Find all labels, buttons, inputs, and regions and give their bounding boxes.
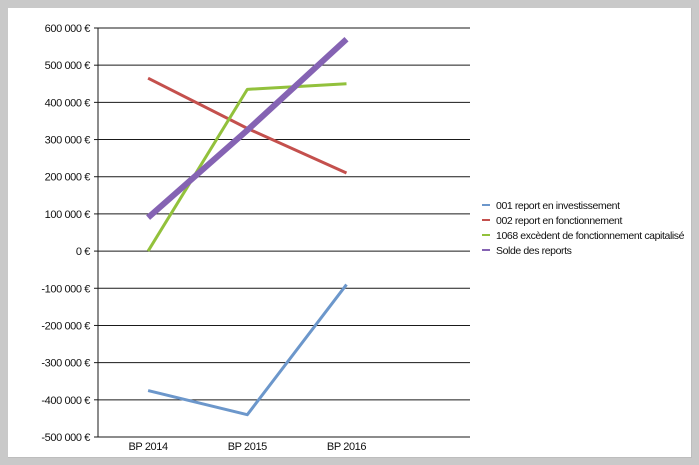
y-tick-label: 100 000 €	[45, 209, 91, 221]
series-line-2	[147, 76, 348, 175]
legend-label: 001 report en investissement	[496, 200, 620, 212]
y-tick-label: -400 000 €	[41, 395, 90, 407]
x-tick-label: BP 2016	[327, 441, 366, 453]
x-tick-label: BP 2014	[128, 441, 167, 453]
y-tick-label: -100 000 €	[41, 283, 90, 295]
y-tick-label: 400 000 €	[45, 97, 91, 109]
series-line-1	[147, 283, 348, 417]
x-axis-ticks: BP 2014 BP 2015 BP 2016	[128, 441, 366, 453]
series-line-4	[146, 36, 349, 220]
legend: 001 report en investissement 002 report e…	[482, 200, 685, 257]
series-lines	[146, 36, 349, 417]
legend-label: Solde des reports	[496, 245, 572, 257]
y-tick-label: -300 000 €	[41, 358, 90, 370]
series-line-3	[146, 82, 347, 252]
x-tick-label: BP 2015	[228, 441, 267, 453]
chart-frame: 600 000 € 500 000 € 400 000 € 300 000 € 200 …	[8, 8, 692, 458]
line-chart: 600 000 € 500 000 € 400 000 € 300 000 € 200 …	[41, 23, 685, 453]
y-tick-label: -200 000 €	[41, 320, 90, 332]
y-tick-label: 300 000 €	[45, 135, 91, 147]
y-tick-label: 0 €	[76, 246, 90, 258]
y-axis-ticks: 600 000 € 500 000 € 400 000 € 300 000 € 200 …	[41, 23, 98, 444]
y-tick-label: -500 000 €	[41, 432, 90, 444]
y-tick-label: 600 000 €	[45, 23, 91, 35]
y-tick-label: 200 000 €	[45, 172, 91, 184]
legend-label: 002 report en fonctionnement	[496, 215, 622, 227]
y-tick-label: 500 000 €	[45, 60, 91, 72]
gridlines	[98, 27, 470, 438]
legend-label: 1068 excèdent de fonctionnement capitali…	[496, 230, 685, 242]
